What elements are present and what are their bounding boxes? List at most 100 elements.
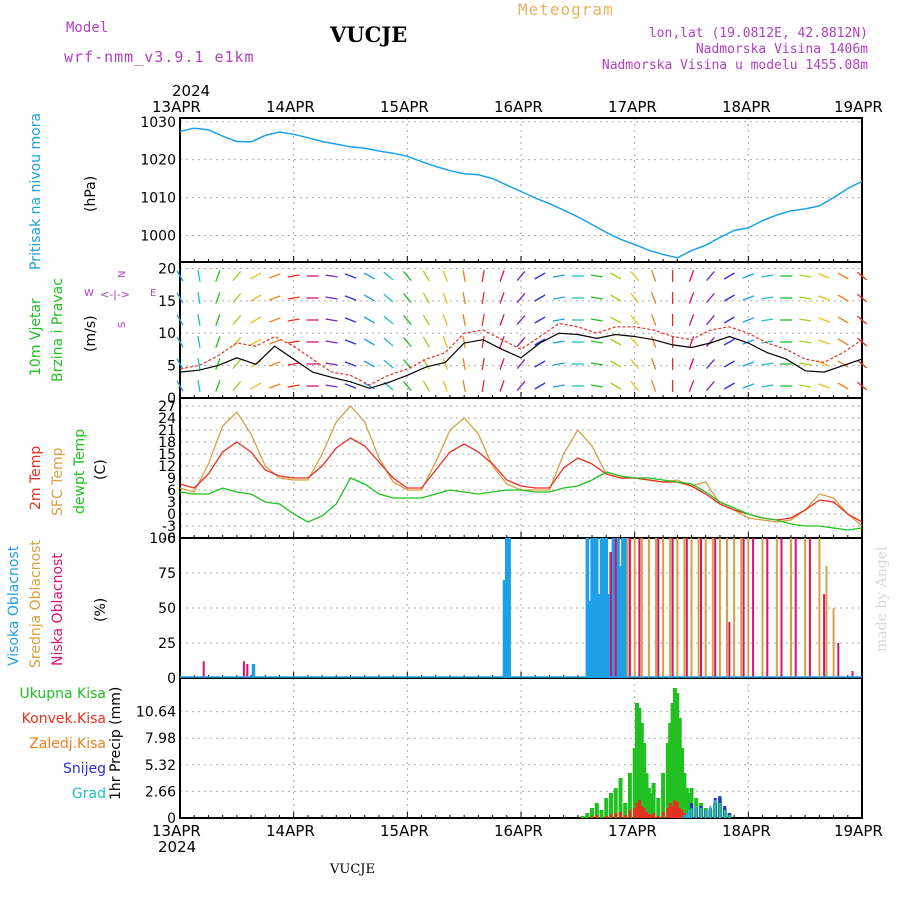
wind-direction-arrow bbox=[215, 270, 221, 282]
cloud-bar bbox=[690, 538, 693, 678]
wind-direction-arrow bbox=[176, 314, 184, 326]
cloud-bar bbox=[505, 538, 509, 678]
wind-direction-arrow bbox=[383, 337, 394, 347]
precip-bar bbox=[651, 783, 656, 818]
wind-direction-arrow bbox=[688, 358, 695, 370]
top-date-label: 17APR bbox=[608, 98, 657, 116]
precip-bar bbox=[642, 743, 647, 818]
cloud-bar bbox=[628, 538, 631, 678]
wind-direction-arrow bbox=[630, 292, 639, 304]
wind-direction-arrow bbox=[723, 272, 735, 280]
wind-direction-arrow bbox=[856, 381, 868, 391]
wind-direction-arrow bbox=[344, 383, 357, 389]
wind-direction-arrow bbox=[232, 292, 242, 304]
wind-direction-arrow bbox=[742, 339, 755, 345]
wind-direction-arrow bbox=[650, 336, 657, 348]
top-date-label: 15APR bbox=[380, 98, 429, 116]
wind-direction-arrow bbox=[250, 338, 262, 346]
wind-direction-arrow bbox=[761, 274, 774, 278]
cloud-bar bbox=[633, 538, 636, 678]
wind-direction-arrow bbox=[363, 382, 375, 390]
wind-direction-arrow bbox=[383, 271, 394, 281]
cloud-bar bbox=[780, 538, 783, 678]
wind-direction-arrow bbox=[176, 358, 184, 370]
precip-bar bbox=[670, 703, 675, 818]
wind-direction-arrow bbox=[706, 314, 715, 326]
wind-direction-arrow bbox=[610, 338, 622, 346]
wind-direction-arrow bbox=[818, 317, 830, 323]
cloud-bar bbox=[790, 538, 792, 678]
wind-direction-arrow bbox=[197, 379, 201, 393]
wind-direction-arrow bbox=[706, 270, 715, 282]
wind-direction-arrow bbox=[499, 292, 505, 304]
wind-direction-arrow bbox=[287, 384, 300, 388]
precip-bar bbox=[642, 808, 646, 818]
precip-bar bbox=[632, 748, 637, 818]
precip-bar bbox=[700, 808, 702, 818]
wind-direction-arrow bbox=[818, 339, 830, 345]
cloud-bar bbox=[740, 538, 743, 678]
wind-direction-arrow bbox=[363, 360, 375, 368]
wind-direction-arrow bbox=[818, 361, 830, 367]
cloud-bar bbox=[808, 538, 811, 678]
cloud-bar bbox=[704, 538, 707, 678]
y-tick-label: 27 bbox=[158, 399, 176, 415]
wind-direction-arrow bbox=[706, 358, 715, 370]
cloud-bar bbox=[595, 538, 599, 678]
cloud-bar bbox=[700, 538, 702, 678]
precip-bar bbox=[637, 800, 641, 818]
wind-direction-arrow bbox=[442, 358, 448, 370]
precip-bar bbox=[623, 815, 627, 818]
y-tick-label: 1000 bbox=[140, 228, 176, 244]
wind-direction-arrow bbox=[287, 318, 300, 322]
wind-direction-arrow bbox=[462, 379, 466, 393]
wind-direction-arrow bbox=[761, 340, 774, 344]
wind-direction-arrow bbox=[650, 358, 657, 370]
y-tick-label: 3 bbox=[167, 495, 176, 511]
wind-direction-arrow bbox=[403, 336, 412, 348]
wind-direction-arrow bbox=[325, 296, 338, 300]
wind-direction-arrow bbox=[403, 292, 412, 304]
wind-direction-arrow bbox=[442, 314, 448, 326]
cloud-bar bbox=[242, 661, 245, 678]
wind-direction-arrow bbox=[232, 358, 242, 370]
cloud-bar bbox=[714, 538, 717, 678]
cloud-bar bbox=[599, 538, 604, 678]
cloud-bar bbox=[655, 538, 657, 678]
wind-direction-arrow bbox=[442, 292, 448, 304]
wind-direction-arrow bbox=[499, 336, 505, 348]
precip-bar bbox=[680, 748, 684, 818]
precip-bar bbox=[656, 816, 660, 818]
cloud-bar bbox=[837, 643, 840, 678]
wind-direction-arrow bbox=[268, 339, 281, 345]
wind-direction-arrow bbox=[250, 316, 262, 324]
wind-direction-arrow bbox=[534, 316, 546, 324]
cloud-bar bbox=[775, 538, 778, 678]
cloud-bar bbox=[604, 538, 608, 678]
y-tick-label: 15 bbox=[158, 294, 176, 310]
cloud-bar bbox=[647, 538, 650, 678]
wind-direction-arrow bbox=[176, 380, 184, 392]
cloud-bar bbox=[251, 664, 256, 678]
wind-direction-arrow bbox=[197, 357, 201, 371]
wind-direction-arrow bbox=[422, 336, 430, 348]
legend-snow: Snijeg bbox=[62, 761, 106, 777]
bottom-date-label: 13APR bbox=[152, 822, 201, 840]
wind-direction-arrow bbox=[837, 272, 849, 280]
wind-direction-arrow bbox=[422, 314, 430, 326]
wind-direction-arrow bbox=[268, 317, 281, 323]
bottom-date-label: 19APR bbox=[834, 822, 883, 840]
wind-direction-arrow bbox=[383, 315, 394, 325]
wind-direction-arrow bbox=[590, 340, 603, 344]
wind-direction-arrow bbox=[287, 362, 300, 366]
y-tick-label: 0 bbox=[167, 671, 176, 687]
cloud-bar bbox=[592, 538, 597, 678]
pressure-line bbox=[179, 127, 863, 259]
footer-station: VUCJE bbox=[330, 862, 375, 877]
wind-direction-arrow bbox=[590, 384, 603, 388]
precip-bar bbox=[635, 803, 639, 818]
year-top: 2024 bbox=[172, 82, 211, 100]
wind-direction-arrow bbox=[363, 316, 375, 324]
